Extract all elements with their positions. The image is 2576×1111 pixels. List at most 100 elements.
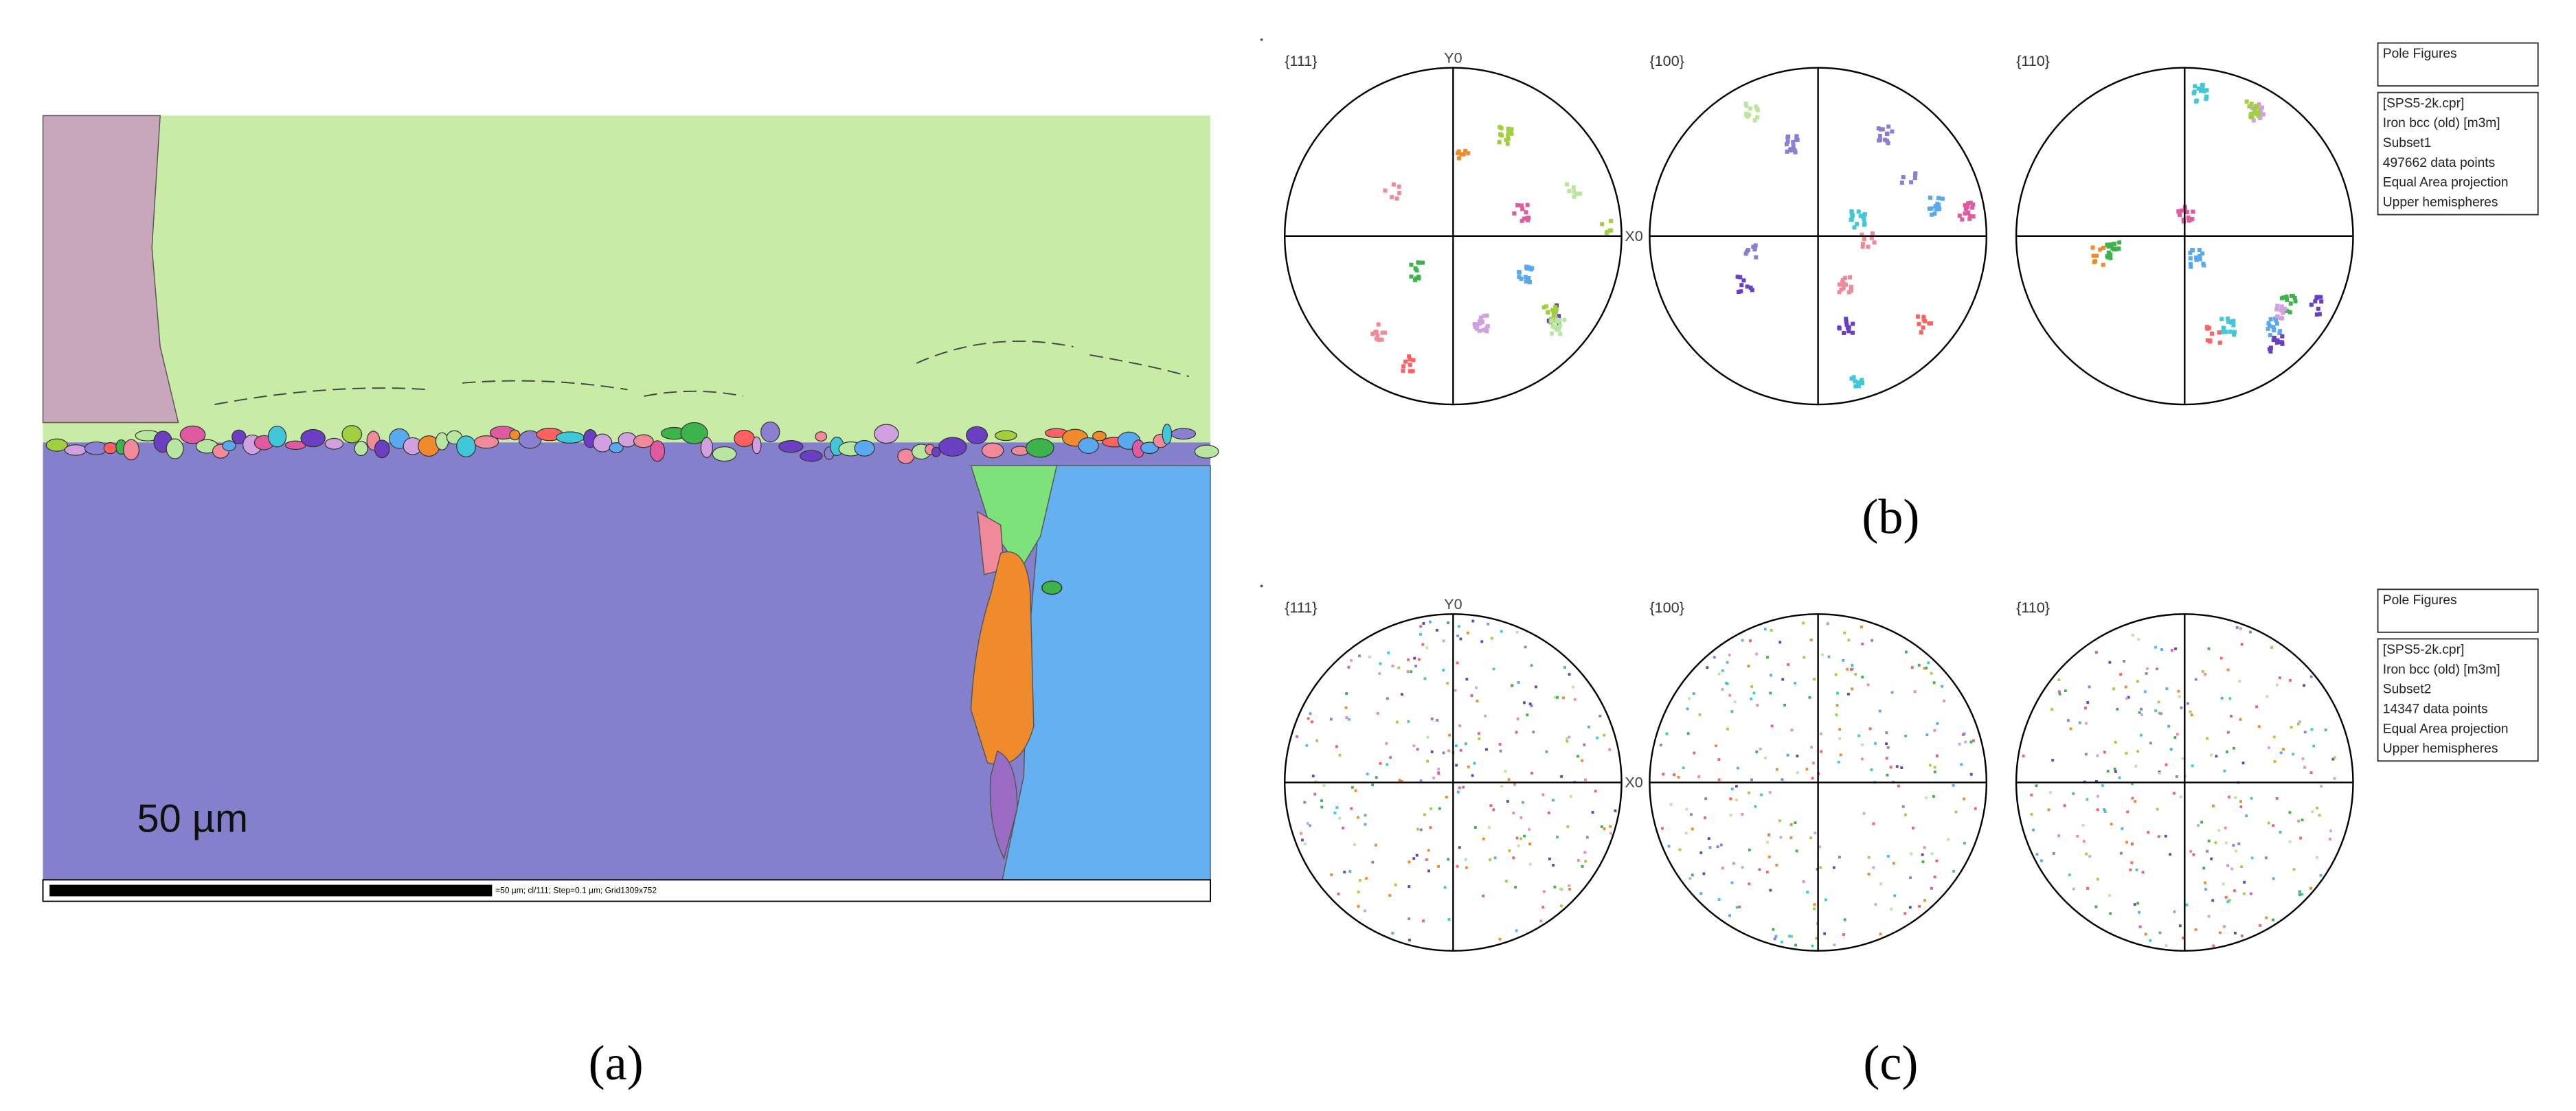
pole-point bbox=[1478, 737, 1481, 740]
pole-point bbox=[1512, 856, 1515, 860]
pole-point bbox=[1750, 685, 1754, 688]
pole-point bbox=[1750, 778, 1753, 781]
pole-point bbox=[2200, 821, 2204, 824]
pole-point bbox=[1566, 825, 1570, 828]
pole-point bbox=[1493, 856, 1497, 860]
pole-point bbox=[2266, 695, 2269, 698]
pole-point bbox=[1853, 384, 1858, 389]
small-grain bbox=[509, 429, 521, 441]
pole-point bbox=[1428, 620, 1432, 623]
pole-point bbox=[1755, 751, 1759, 753]
pole-point bbox=[2116, 707, 2119, 711]
pole-point bbox=[1525, 203, 1530, 207]
pole-point bbox=[1478, 321, 1482, 326]
pole-point bbox=[1465, 742, 1467, 746]
pole-point bbox=[2226, 900, 2230, 904]
pole-point bbox=[1853, 379, 1857, 384]
x-axis-label: X0 bbox=[1625, 774, 1642, 791]
pole-point bbox=[1883, 137, 1888, 142]
pole-point bbox=[1913, 690, 1917, 694]
pole-point bbox=[1923, 667, 1926, 670]
pole-point bbox=[1862, 217, 1866, 222]
pole-point bbox=[2178, 924, 2182, 928]
pole-point bbox=[1972, 739, 1975, 742]
pole-point bbox=[2167, 724, 2171, 728]
pole-point bbox=[1706, 666, 1709, 669]
pole-point bbox=[2241, 761, 2245, 765]
pole-point bbox=[1609, 825, 1612, 828]
pole-point bbox=[1736, 290, 1741, 295]
pole-point bbox=[1682, 766, 1685, 770]
pole-point bbox=[1458, 846, 1461, 849]
pole-point bbox=[2299, 836, 2302, 840]
pole-point bbox=[2296, 722, 2300, 726]
pole-point bbox=[2333, 756, 2336, 759]
pole-point bbox=[2234, 796, 2237, 799]
pole-point bbox=[1960, 763, 1963, 766]
pole-point bbox=[1550, 324, 1555, 329]
pole-point bbox=[2035, 784, 2038, 788]
pole-point bbox=[1970, 205, 1975, 210]
pole-point bbox=[1371, 783, 1375, 787]
pole-point bbox=[1408, 369, 1412, 374]
small-grain bbox=[179, 425, 206, 444]
pole-point bbox=[2190, 713, 2193, 717]
pole-point bbox=[1806, 891, 1809, 894]
pole-point bbox=[1357, 891, 1360, 893]
pole-point bbox=[1809, 836, 1813, 840]
pole-point bbox=[2131, 797, 2134, 800]
pole-point bbox=[1869, 236, 1874, 240]
pole-point bbox=[1659, 744, 1662, 746]
pole-point bbox=[1556, 836, 1559, 838]
map-info: =50 µm; cl/111; Step=0.1 µm; Grid1309x75… bbox=[495, 886, 657, 895]
pole-point bbox=[1789, 147, 1794, 152]
pole-point bbox=[1741, 866, 1744, 869]
pole-point bbox=[2058, 692, 2061, 696]
pole-point bbox=[2235, 849, 2237, 853]
pole-point bbox=[1867, 856, 1871, 859]
pole-point bbox=[2207, 915, 2211, 918]
pole-point bbox=[1870, 768, 1873, 771]
pole-point bbox=[1886, 773, 1889, 777]
pole-point bbox=[2169, 748, 2173, 751]
pole-point bbox=[1928, 764, 1932, 767]
pole-point bbox=[2194, 928, 2197, 931]
pole-point bbox=[1459, 152, 1464, 157]
pole-point bbox=[1794, 821, 1797, 825]
pole-point bbox=[1921, 314, 1926, 319]
pole-point bbox=[2144, 932, 2147, 936]
pole-point bbox=[2097, 794, 2100, 798]
pole-point bbox=[2064, 689, 2067, 692]
pole-point bbox=[1519, 203, 1524, 208]
pole-point bbox=[1821, 653, 1824, 656]
pole-point bbox=[2244, 99, 2249, 104]
pole-point bbox=[1329, 718, 1333, 721]
pole-point bbox=[2242, 892, 2246, 895]
pole-point bbox=[1847, 692, 1850, 696]
pole-point bbox=[1796, 755, 1799, 757]
pole-point bbox=[2050, 708, 2054, 711]
pole-point bbox=[1783, 703, 1787, 707]
pole-point bbox=[1963, 211, 1967, 216]
pole-point bbox=[2109, 242, 2114, 247]
pole-point bbox=[1475, 686, 1478, 689]
pole-point bbox=[2149, 742, 2152, 745]
pole-point bbox=[1909, 180, 1914, 185]
pole-point bbox=[1313, 792, 1317, 796]
pole-point bbox=[2268, 333, 2272, 338]
pole-point bbox=[1500, 785, 1504, 788]
pole-point bbox=[2180, 706, 2183, 709]
pole-point bbox=[1506, 133, 1511, 138]
pole-point bbox=[1477, 328, 1482, 333]
pole-point bbox=[2211, 899, 2215, 902]
pole-point bbox=[1427, 849, 1430, 852]
pole-point bbox=[2303, 731, 2307, 734]
pole-point bbox=[2230, 715, 2233, 718]
pole-point bbox=[2206, 737, 2208, 740]
pole-point bbox=[1808, 696, 1811, 699]
pole-point bbox=[1525, 216, 1530, 220]
pole-point bbox=[2082, 840, 2086, 843]
pole-point bbox=[2215, 755, 2218, 758]
pole-point bbox=[1320, 799, 1323, 803]
small-grain bbox=[800, 450, 823, 462]
